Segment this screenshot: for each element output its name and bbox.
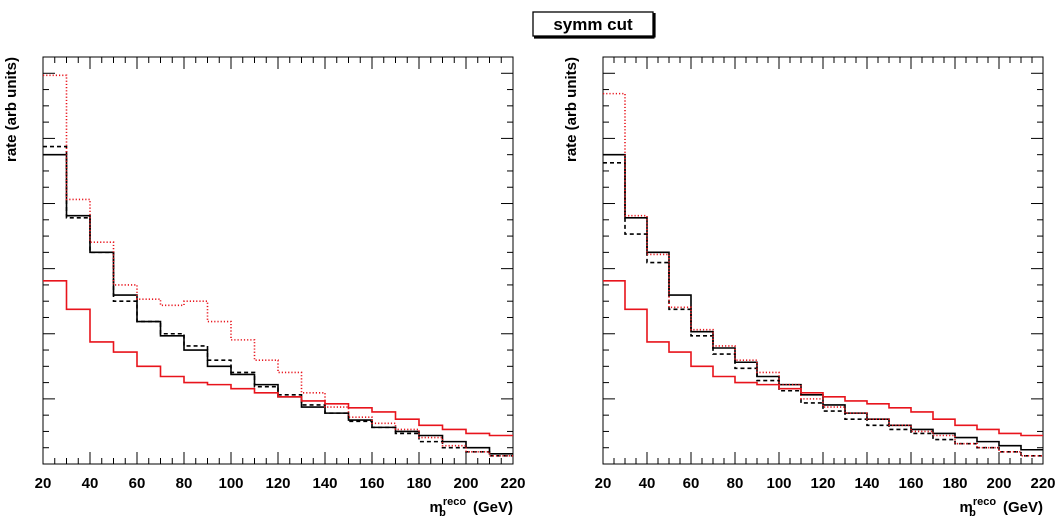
series-black-solid	[603, 153, 1043, 451]
x-axis-label: mreco b (GeV)	[959, 496, 1043, 516]
x-tick-label: 60	[129, 475, 146, 492]
x-tick-label: 100	[218, 475, 243, 492]
x-axis-label: mreco b (GeV)	[429, 496, 513, 516]
x-tick-label: 160	[898, 475, 923, 492]
panel-left: 20 40 60 80 100 120 140 160 180 200 220 mreco b (GeV…	[3, 56, 526, 516]
title-box-frame	[532, 11, 654, 37]
x-tick-label: 220	[500, 475, 525, 492]
series-black-dashed	[43, 145, 513, 457]
chart-title: symm cut	[553, 15, 633, 34]
x-tick-label: 20	[35, 475, 52, 492]
x-tick-label: 40	[82, 475, 99, 492]
x-tick-label: 20	[595, 475, 612, 492]
panel-right: 20 40 60 80 100 120 140 160 180 200 220 mreco b (GeV…	[563, 56, 1056, 516]
x-tick-label: 180	[942, 475, 967, 492]
x-tick-label: 160	[359, 475, 384, 492]
title-box: symm cut	[532, 11, 656, 39]
x-tick-label: 120	[265, 475, 290, 492]
x-tick-label: 120	[810, 475, 835, 492]
series-red-solid	[603, 280, 1043, 437]
x-tick-label: 200	[453, 475, 478, 492]
x-tick-label: 60	[683, 475, 700, 492]
x-tick-label: 80	[727, 475, 744, 492]
x-tick-label: 100	[766, 475, 791, 492]
x-tick-label: 140	[854, 475, 879, 492]
series-black-dashed	[603, 162, 1043, 457]
x-tick-label: 220	[1030, 475, 1055, 492]
series-black-solid	[43, 153, 513, 455]
series-red-solid	[43, 280, 513, 437]
y-axis-label: rate (arb units)	[3, 57, 20, 162]
x-tick-label: 140	[312, 475, 337, 492]
x-tick-label: 200	[986, 475, 1011, 492]
x-tick-label: 40	[639, 475, 656, 492]
x-tick-label: 180	[406, 475, 431, 492]
x-tick-label: 80	[176, 475, 193, 492]
series-red-dotted	[43, 74, 513, 457]
y-axis-label: rate (arb units)	[563, 57, 580, 162]
